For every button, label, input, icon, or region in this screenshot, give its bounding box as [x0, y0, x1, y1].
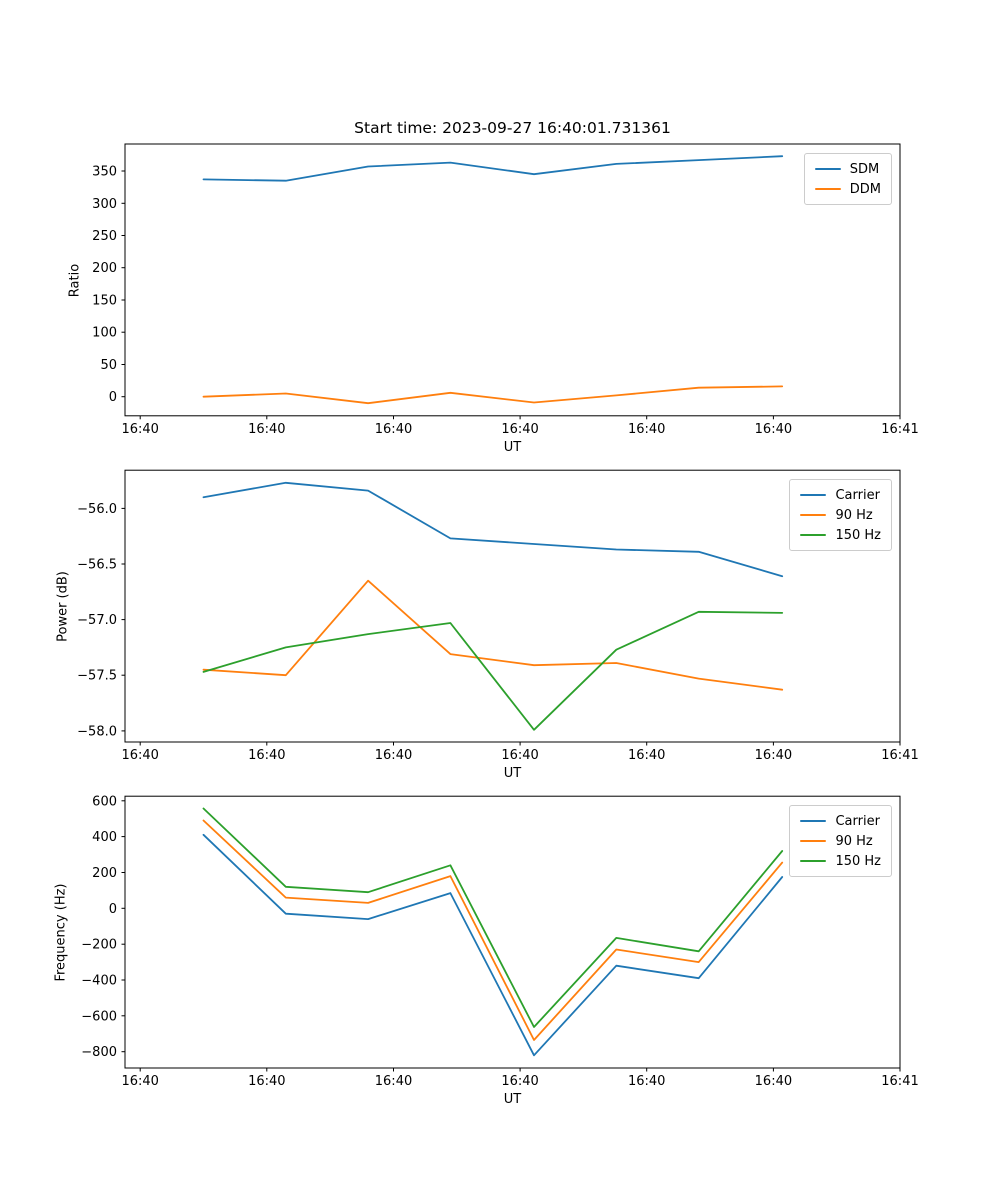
y-tick-label: −57.0: [77, 613, 117, 628]
legend-label: DDM: [849, 181, 881, 197]
legend-line-swatch: [800, 839, 827, 843]
y-tick-label: 0: [109, 902, 117, 917]
x-axis-label-ut-bottom: UT: [503, 1092, 522, 1107]
x-axis-label-ut-middle: UT: [503, 766, 522, 781]
x-tick-label: 16:40: [501, 748, 538, 763]
series-line-150-hz: [202, 807, 784, 1028]
y-tick-label: −600: [81, 1009, 117, 1024]
legend: Carrier 90 Hz 150 Hz: [789, 479, 892, 551]
y-axis-label-ratio: Ratio: [67, 263, 83, 298]
y-tick-label: −200: [81, 938, 117, 953]
y-tick-label: 350: [92, 165, 117, 180]
legend-label: 150 Hz: [835, 853, 881, 869]
y-tick-label: −57.5: [77, 669, 117, 684]
y-axis-label-frequency: Frequency (Hz): [53, 883, 69, 982]
legend-label: 90 Hz: [835, 507, 873, 523]
plot-frame: [124, 143, 901, 417]
x-tick-label: 16:40: [755, 422, 792, 437]
legend: SDM DDM: [803, 153, 892, 205]
y-tick-label: −56.5: [77, 558, 117, 573]
legend-label: Carrier: [835, 813, 880, 829]
y-tick-label: 50: [100, 358, 117, 373]
x-tick-label: 16:41: [881, 1074, 918, 1089]
x-axis-label-ut-top: UT: [503, 440, 522, 455]
legend-line-swatch: [800, 533, 827, 537]
legend-line-swatch: [814, 187, 841, 191]
x-tick-label: 16:40: [121, 422, 158, 437]
x-tick-label: 16:41: [881, 748, 918, 763]
y-tick-label: 250: [92, 229, 117, 244]
legend-entry: DDM: [814, 179, 881, 199]
legend-label: Carrier: [835, 487, 880, 503]
chart-title: Start time: 2023-09-27 16:40:01.731361: [354, 119, 671, 137]
x-tick-label: 16:40: [755, 748, 792, 763]
y-tick-label: −800: [81, 1045, 117, 1060]
legend-entry: 90 Hz: [800, 505, 881, 525]
x-tick-label: 16:40: [628, 1074, 665, 1089]
legend-line-swatch: [800, 513, 827, 517]
y-tick-label: 400: [92, 830, 117, 845]
legend-entry: 90 Hz: [800, 831, 881, 851]
legend-entry: Carrier: [800, 811, 881, 831]
plot-frame: [124, 469, 901, 743]
x-tick-label: 16:40: [121, 748, 158, 763]
x-tick-label: 16:40: [628, 422, 665, 437]
y-axis-label-power: Power (dB): [55, 571, 71, 642]
x-tick-label: 16:40: [375, 1074, 412, 1089]
x-tick-label: 16:40: [628, 748, 665, 763]
legend-line-swatch: [800, 859, 827, 863]
legend: Carrier 90 Hz 150 Hz: [789, 805, 892, 877]
legend-line-swatch: [800, 493, 827, 497]
x-tick-label: 16:40: [375, 748, 412, 763]
series-line-150-hz: [202, 610, 784, 731]
series-line-sdm: [202, 155, 784, 182]
legend-label: 90 Hz: [835, 833, 873, 849]
x-tick-label: 16:40: [501, 422, 538, 437]
y-tick-label: 200: [92, 866, 117, 881]
series-line-carrier: [202, 481, 784, 578]
plot-frame: [124, 795, 901, 1069]
y-tick-label: −58.0: [77, 724, 117, 739]
legend-entry: 150 Hz: [800, 851, 881, 871]
series-line-90-hz: [202, 819, 784, 1041]
y-tick-label: 100: [92, 326, 117, 341]
x-tick-label: 16:41: [881, 422, 918, 437]
y-tick-label: 150: [92, 294, 117, 309]
legend-entry: Carrier: [800, 485, 881, 505]
y-tick-label: 0: [109, 390, 117, 405]
series-line-ddm: [202, 385, 784, 405]
legend-line-swatch: [814, 167, 841, 171]
series-line-carrier: [202, 833, 784, 1057]
legend-label: 150 Hz: [835, 527, 881, 543]
legend-entry: SDM: [814, 159, 881, 179]
legend-entry: 150 Hz: [800, 525, 881, 545]
x-tick-label: 16:40: [248, 748, 285, 763]
x-tick-label: 16:40: [375, 422, 412, 437]
x-tick-label: 16:40: [248, 422, 285, 437]
legend-line-swatch: [800, 819, 827, 823]
x-tick-label: 16:40: [755, 1074, 792, 1089]
y-tick-label: 600: [92, 794, 117, 809]
y-tick-label: 200: [92, 261, 117, 276]
y-tick-label: −56.0: [77, 502, 117, 517]
y-tick-label: −400: [81, 974, 117, 989]
x-tick-label: 16:40: [248, 1074, 285, 1089]
x-tick-label: 16:40: [501, 1074, 538, 1089]
legend-label: SDM: [849, 161, 880, 177]
x-tick-label: 16:40: [121, 1074, 158, 1089]
y-tick-label: 300: [92, 197, 117, 212]
series-line-90-hz: [202, 579, 784, 691]
